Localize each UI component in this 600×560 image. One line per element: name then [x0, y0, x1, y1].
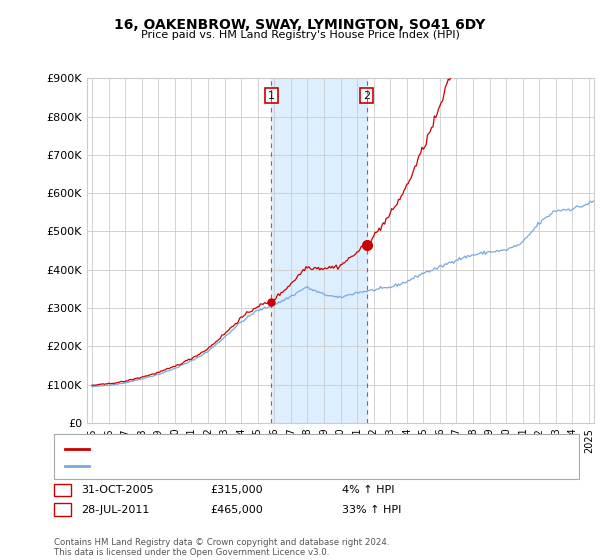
- Text: 2: 2: [59, 505, 66, 515]
- Text: 16, OAKENBROW, SWAY, LYMINGTON, SO41 6DY (detached house): 16, OAKENBROW, SWAY, LYMINGTON, SO41 6DY…: [93, 444, 437, 454]
- Text: £315,000: £315,000: [210, 485, 263, 495]
- Text: 28-JUL-2011: 28-JUL-2011: [81, 505, 149, 515]
- Text: £465,000: £465,000: [210, 505, 263, 515]
- Text: 31-OCT-2005: 31-OCT-2005: [81, 485, 154, 495]
- Text: 16, OAKENBROW, SWAY, LYMINGTON, SO41 6DY: 16, OAKENBROW, SWAY, LYMINGTON, SO41 6DY: [115, 18, 485, 32]
- Text: Price paid vs. HM Land Registry's House Price Index (HPI): Price paid vs. HM Land Registry's House …: [140, 30, 460, 40]
- Text: 2: 2: [363, 91, 370, 101]
- Text: Contains HM Land Registry data © Crown copyright and database right 2024.
This d: Contains HM Land Registry data © Crown c…: [54, 538, 389, 557]
- Text: HPI: Average price, detached house, New Forest: HPI: Average price, detached house, New …: [93, 461, 344, 472]
- Text: 33% ↑ HPI: 33% ↑ HPI: [342, 505, 401, 515]
- Text: 1: 1: [59, 485, 66, 495]
- Bar: [271, 78, 367, 423]
- Text: 1: 1: [268, 91, 275, 101]
- Text: 4% ↑ HPI: 4% ↑ HPI: [342, 485, 395, 495]
